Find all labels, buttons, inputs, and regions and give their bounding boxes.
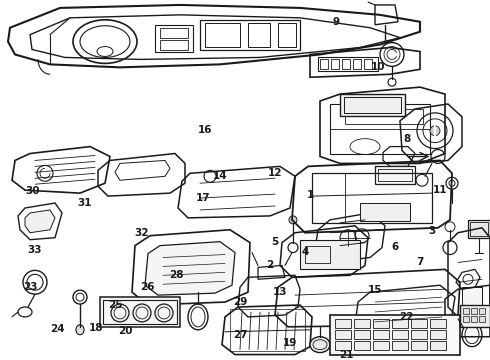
- Bar: [354, 341, 370, 350]
- Bar: [364, 59, 372, 69]
- Bar: [335, 319, 351, 328]
- Text: 32: 32: [135, 228, 149, 238]
- Bar: [373, 330, 389, 339]
- Bar: [463, 308, 469, 314]
- Text: 19: 19: [283, 338, 297, 348]
- Polygon shape: [25, 210, 55, 233]
- Bar: [344, 97, 401, 113]
- Bar: [471, 316, 477, 322]
- Bar: [360, 203, 410, 221]
- Bar: [411, 319, 427, 328]
- Text: 21: 21: [339, 350, 353, 360]
- Bar: [160, 40, 188, 50]
- Text: 6: 6: [392, 242, 399, 252]
- Text: 18: 18: [89, 323, 103, 333]
- Text: 8: 8: [403, 134, 411, 144]
- Text: 1: 1: [306, 190, 314, 200]
- Text: 26: 26: [140, 282, 154, 292]
- Ellipse shape: [76, 325, 84, 335]
- Bar: [160, 28, 188, 38]
- Text: 31: 31: [78, 198, 92, 208]
- Text: 14: 14: [213, 171, 227, 181]
- Text: 23: 23: [23, 282, 37, 292]
- Text: 5: 5: [271, 237, 279, 247]
- Text: 27: 27: [233, 330, 247, 340]
- Text: 7: 7: [416, 257, 424, 267]
- Text: 17: 17: [196, 193, 210, 203]
- Text: 25: 25: [108, 300, 122, 310]
- Bar: [331, 59, 339, 69]
- Text: 10: 10: [371, 62, 385, 72]
- Text: 9: 9: [332, 17, 340, 27]
- Bar: [411, 341, 427, 350]
- Bar: [354, 319, 370, 328]
- Text: 13: 13: [273, 287, 287, 297]
- Bar: [155, 25, 193, 53]
- Bar: [305, 246, 330, 264]
- Text: 22: 22: [399, 312, 413, 322]
- Bar: [470, 222, 488, 236]
- Bar: [375, 166, 415, 184]
- Bar: [335, 341, 351, 350]
- Bar: [392, 341, 408, 350]
- Bar: [430, 319, 446, 328]
- Text: 15: 15: [368, 285, 382, 295]
- Bar: [463, 316, 469, 322]
- Bar: [330, 315, 460, 355]
- Text: 3: 3: [428, 226, 436, 236]
- Text: 2: 2: [267, 260, 273, 270]
- Bar: [479, 308, 485, 314]
- Bar: [200, 20, 300, 50]
- Bar: [373, 341, 389, 350]
- Bar: [345, 109, 423, 124]
- Bar: [335, 330, 351, 339]
- Bar: [354, 330, 370, 339]
- Bar: [392, 330, 408, 339]
- Text: 16: 16: [198, 125, 212, 135]
- Bar: [318, 58, 378, 71]
- Bar: [330, 104, 430, 153]
- Bar: [430, 341, 446, 350]
- Bar: [468, 220, 490, 238]
- Bar: [479, 316, 485, 322]
- Bar: [278, 23, 296, 46]
- Bar: [230, 309, 305, 351]
- Bar: [430, 330, 446, 339]
- Ellipse shape: [289, 216, 297, 224]
- Bar: [320, 59, 328, 69]
- Bar: [100, 297, 180, 327]
- Ellipse shape: [310, 337, 330, 352]
- Bar: [411, 330, 427, 339]
- Bar: [300, 240, 360, 269]
- Bar: [312, 173, 432, 223]
- Text: 11: 11: [433, 185, 447, 195]
- Bar: [460, 305, 490, 327]
- Bar: [392, 319, 408, 328]
- Text: 4: 4: [301, 247, 309, 257]
- Bar: [205, 23, 240, 46]
- Text: 33: 33: [28, 244, 42, 255]
- Bar: [340, 94, 405, 116]
- Bar: [353, 59, 361, 69]
- Bar: [378, 169, 412, 181]
- Bar: [342, 59, 350, 69]
- Text: 24: 24: [49, 324, 64, 334]
- Bar: [248, 23, 270, 46]
- Ellipse shape: [430, 126, 440, 136]
- Text: 30: 30: [26, 186, 40, 196]
- Text: 29: 29: [233, 297, 247, 307]
- Bar: [103, 300, 177, 324]
- Text: 12: 12: [268, 168, 282, 178]
- Polygon shape: [145, 242, 235, 295]
- Text: 28: 28: [169, 270, 183, 280]
- Bar: [373, 319, 389, 328]
- Bar: [471, 308, 477, 314]
- Text: 20: 20: [118, 326, 132, 336]
- Bar: [462, 287, 482, 305]
